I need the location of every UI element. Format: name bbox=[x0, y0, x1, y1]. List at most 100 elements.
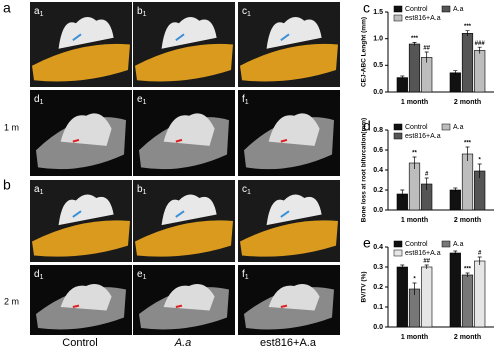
error-bar bbox=[477, 163, 482, 178]
ct-teeth bbox=[60, 284, 112, 311]
y-tick-label: 1.0 bbox=[373, 36, 383, 43]
y-axis-label: BV/TV (%) bbox=[361, 271, 368, 302]
column-label: Control bbox=[62, 337, 97, 349]
legend-swatch bbox=[393, 123, 403, 131]
bar bbox=[408, 43, 421, 93]
marker bbox=[280, 33, 290, 42]
y-axis-label: CEJ-ABC Lenght (mm) bbox=[361, 17, 368, 87]
legend-label: Control bbox=[405, 6, 428, 13]
ct-teeth bbox=[268, 284, 320, 311]
legend-label: A.a bbox=[453, 241, 464, 248]
error-bar bbox=[453, 250, 458, 255]
significance: ### bbox=[475, 41, 486, 47]
image-label: e1 bbox=[137, 94, 147, 106]
teeth bbox=[161, 17, 217, 49]
image-sub: 1 bbox=[40, 99, 44, 106]
x-tick-label: 2 month bbox=[454, 217, 481, 224]
x-tick-label: 2 month bbox=[454, 99, 481, 106]
marker bbox=[175, 210, 185, 218]
image-label: f1 bbox=[242, 269, 249, 281]
image-sub: 1 bbox=[247, 189, 251, 196]
image-letter: a bbox=[34, 6, 40, 17]
teeth bbox=[58, 17, 114, 49]
significance: ## bbox=[423, 259, 430, 265]
image-label: e1 bbox=[137, 269, 147, 281]
image-letter: c bbox=[242, 6, 247, 17]
row-label: 1 m bbox=[4, 122, 19, 132]
error-bar bbox=[412, 156, 417, 169]
panel-letter: d bbox=[363, 118, 371, 134]
significance: * bbox=[413, 277, 416, 283]
y-tick-label: 0.3 bbox=[373, 264, 383, 271]
legend-label: Control bbox=[405, 124, 428, 131]
jaw bbox=[32, 43, 130, 82]
legend-label: Control bbox=[405, 241, 428, 248]
legend-swatch bbox=[393, 249, 403, 257]
panel-letter: b bbox=[3, 177, 11, 193]
marker bbox=[280, 210, 290, 218]
marker bbox=[175, 304, 183, 308]
image-label: c1 bbox=[242, 184, 251, 196]
x-tick-label: 2 month bbox=[454, 334, 481, 341]
panel-letter: c bbox=[363, 0, 370, 16]
ct-teeth bbox=[60, 113, 112, 146]
error-bar bbox=[465, 146, 470, 161]
row-label: 2 m bbox=[4, 296, 19, 306]
marker bbox=[280, 304, 288, 308]
y-tick-label: 0.0 bbox=[373, 324, 383, 331]
y-tick-label: 0.0 bbox=[373, 207, 383, 214]
bar bbox=[461, 274, 474, 328]
significance: *** bbox=[464, 141, 472, 147]
legend-swatch bbox=[441, 123, 451, 131]
image-sub: 1 bbox=[245, 99, 249, 106]
image-sub: 1 bbox=[245, 274, 249, 281]
image-sub: 1 bbox=[143, 189, 147, 196]
significance: * bbox=[479, 158, 482, 164]
legend-label: est816+A.a bbox=[405, 250, 441, 257]
bar bbox=[474, 50, 486, 93]
error-bar bbox=[453, 70, 458, 75]
image-label: d1 bbox=[34, 94, 44, 106]
marker bbox=[72, 138, 80, 143]
bar bbox=[396, 77, 408, 93]
x-tick-label: 1 month bbox=[401, 217, 428, 224]
bar bbox=[449, 72, 461, 93]
image-letter: b bbox=[137, 184, 143, 195]
error-bar bbox=[412, 42, 417, 46]
jaw bbox=[240, 220, 338, 257]
error-bar bbox=[412, 282, 417, 295]
marker bbox=[72, 33, 82, 42]
ct-teeth bbox=[163, 113, 215, 146]
marker bbox=[175, 138, 183, 143]
image-label: a1 bbox=[34, 184, 44, 196]
bar bbox=[461, 153, 474, 211]
bar bbox=[408, 162, 421, 211]
image-letter: d bbox=[34, 94, 40, 105]
image-sub: 1 bbox=[143, 11, 147, 18]
jaw bbox=[135, 43, 233, 82]
marker bbox=[175, 33, 185, 42]
jaw bbox=[32, 220, 130, 257]
legend-swatch bbox=[393, 132, 403, 140]
image-sub: 1 bbox=[143, 274, 147, 281]
image-label: a1 bbox=[34, 6, 44, 18]
significance: *** bbox=[464, 267, 472, 273]
significance: ** bbox=[412, 151, 417, 157]
y-tick-label: 0.5 bbox=[373, 62, 383, 69]
bar bbox=[461, 33, 474, 93]
image-letter: f bbox=[242, 94, 245, 105]
teeth bbox=[266, 17, 322, 49]
image-label: c1 bbox=[242, 6, 251, 18]
y-tick-label: 0.4 bbox=[373, 167, 383, 174]
y-tick-label: 0.8 bbox=[373, 127, 383, 134]
y-tick-label: 0.6 bbox=[373, 147, 383, 154]
jaw bbox=[135, 220, 233, 257]
x-tick-label: 1 month bbox=[401, 99, 428, 106]
image-letter: c bbox=[242, 184, 247, 195]
y-tick-label: 0.4 bbox=[373, 244, 383, 251]
legend-label: est816+A.a bbox=[405, 133, 441, 140]
image-sub: 1 bbox=[40, 274, 44, 281]
y-tick-label: 0.2 bbox=[373, 284, 383, 291]
error-bar bbox=[424, 51, 429, 63]
